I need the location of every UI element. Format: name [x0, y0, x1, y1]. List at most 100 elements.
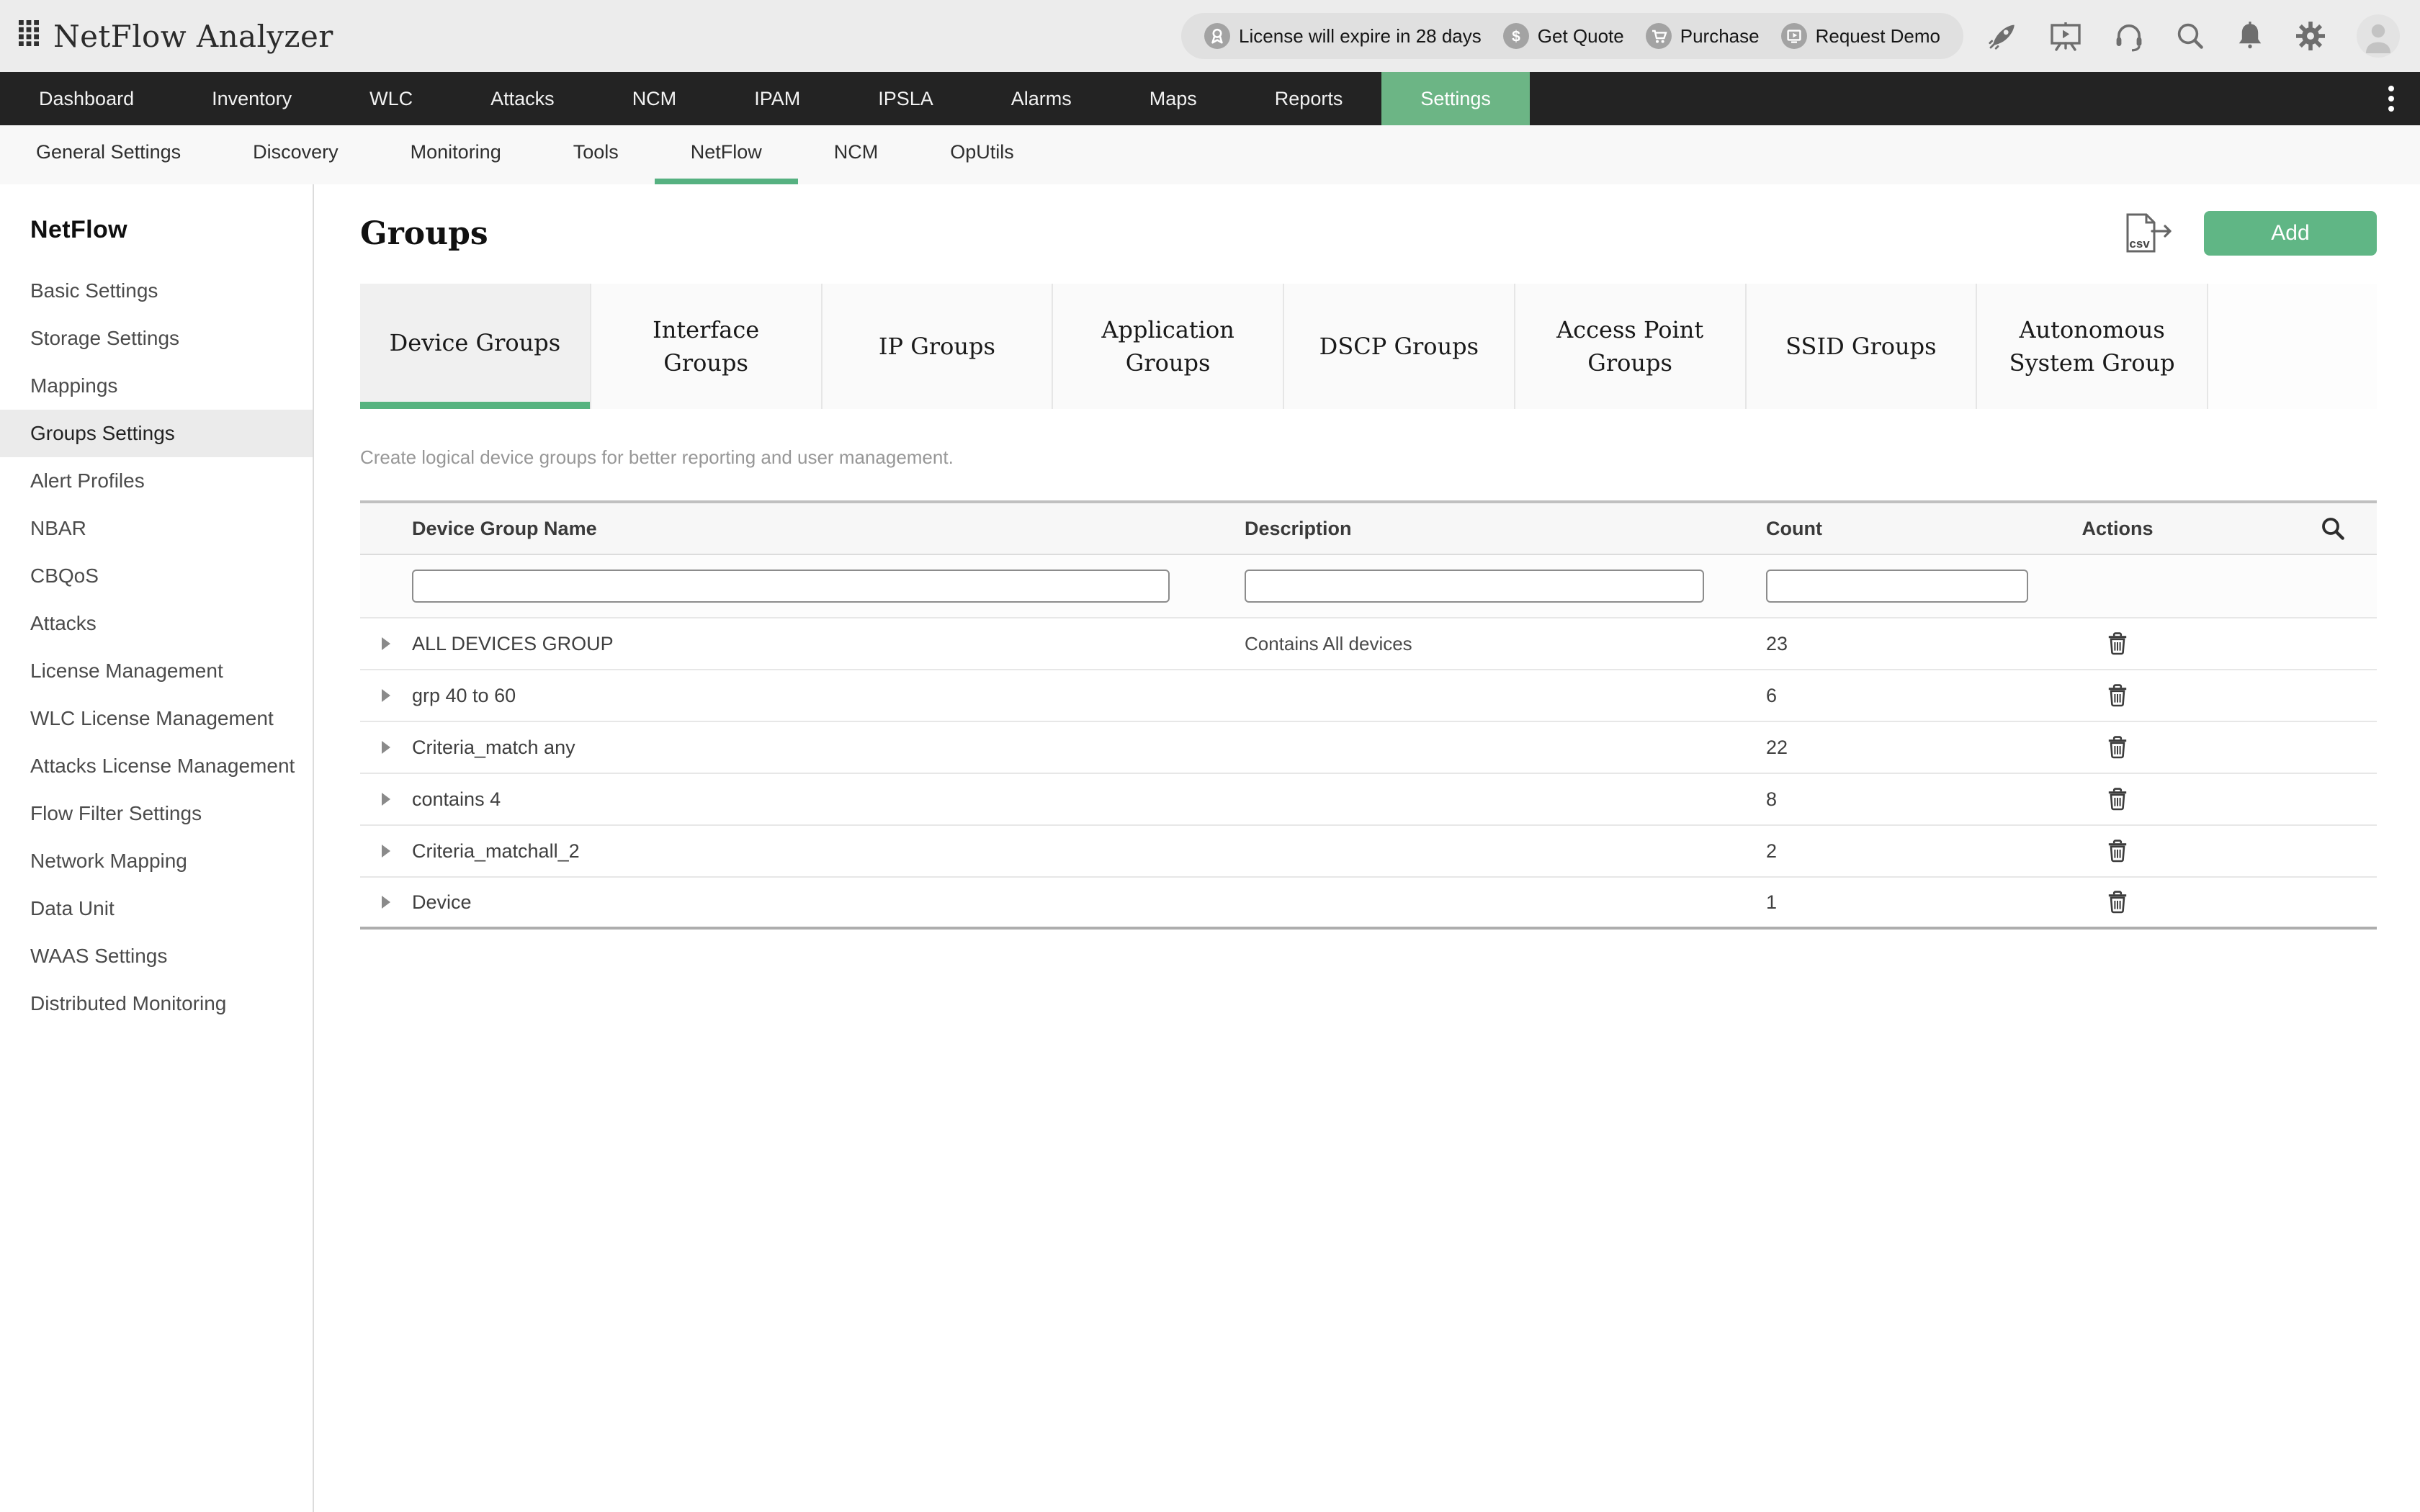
- tab-device-groups[interactable]: Device Groups: [360, 284, 590, 409]
- table-header-row: Device Group Name Description Count Acti…: [360, 503, 2377, 555]
- row-count: 2: [1766, 840, 1778, 862]
- table-row[interactable]: ALL DEVICES GROUP Contains All devices 2…: [360, 618, 2377, 670]
- row-count: 23: [1766, 632, 1788, 654]
- tab-ssid-groups[interactable]: SSID Groups: [1744, 284, 1976, 409]
- expand-arrow-icon[interactable]: [360, 845, 412, 858]
- sidebar-item-cbqos[interactable]: CBQoS: [30, 564, 99, 587]
- topbar: NetFlow Analyzer License will expire in …: [0, 0, 2420, 72]
- tab-autonomous-system-group[interactable]: Autonomous System Group: [1976, 284, 2207, 409]
- nav-item-ipsla[interactable]: IPSLA: [878, 87, 933, 109]
- row-count: 22: [1766, 736, 1788, 758]
- table-row[interactable]: Device 1: [360, 878, 2377, 930]
- license-pill: License will expire in 28 days $ Get Quo…: [1181, 13, 1963, 59]
- sidebar-item-nbar[interactable]: NBAR: [30, 517, 86, 539]
- nav-item-settings[interactable]: Settings: [1381, 72, 1530, 125]
- filter-description-input[interactable]: [1245, 570, 1704, 603]
- sidebar-heading: NetFlow: [30, 216, 128, 243]
- row-name: Device: [412, 891, 472, 913]
- subnav-netflow[interactable]: NetFlow: [654, 125, 798, 184]
- nav-item-reports[interactable]: Reports: [1274, 87, 1343, 109]
- subnav-discovery[interactable]: Discovery: [253, 140, 339, 163]
- sidebar-item-mappings[interactable]: Mappings: [30, 374, 118, 397]
- sidebar-item-alert-profiles[interactable]: Alert Profiles: [30, 469, 145, 492]
- row-name: Criteria_matchall_2: [412, 840, 580, 862]
- sidebar-item-data-unit[interactable]: Data Unit: [30, 897, 115, 919]
- logo-area: NetFlow Analyzer: [19, 19, 333, 54]
- subnav-oputils[interactable]: OpUtils: [950, 140, 1014, 163]
- row-count: 1: [1766, 891, 1778, 913]
- tab-dscp-groups[interactable]: DSCP Groups: [1283, 284, 1514, 409]
- bell-icon[interactable]: [2236, 20, 2264, 52]
- subnav-tools[interactable]: Tools: [573, 140, 619, 163]
- filter-count-input[interactable]: [1766, 570, 2028, 603]
- trash-icon[interactable]: [2002, 840, 2233, 863]
- expand-arrow-icon[interactable]: [360, 793, 412, 806]
- csv-export-icon[interactable]: csv: [2123, 212, 2172, 254]
- nav-item-ipam[interactable]: IPAM: [754, 87, 801, 109]
- nav-item-maps[interactable]: Maps: [1149, 87, 1197, 109]
- nav-item-dashboard[interactable]: Dashboard: [39, 87, 135, 109]
- trash-icon[interactable]: [2002, 684, 2233, 707]
- trash-icon[interactable]: [2002, 632, 2233, 655]
- sidebar-item-basic-settings[interactable]: Basic Settings: [30, 279, 158, 302]
- sidebar-item-groups-settings[interactable]: Groups Settings: [0, 410, 313, 457]
- license-expiry-notice[interactable]: License will expire in 28 days: [1204, 23, 1482, 49]
- filter-name-input[interactable]: [412, 570, 1170, 603]
- kebab-menu-icon[interactable]: [2362, 72, 2420, 125]
- sidebar-item-flow-filter-settings[interactable]: Flow Filter Settings: [30, 802, 202, 824]
- subnav-monitoring[interactable]: Monitoring: [410, 140, 501, 163]
- settings-sub-nav: General Settings Discovery Monitoring To…: [0, 125, 2420, 184]
- row-name: Criteria_match any: [412, 736, 575, 758]
- groups-content: Groups csv Add Device Groups Interface G…: [314, 184, 2420, 1512]
- tab-ip-groups[interactable]: IP Groups: [820, 284, 1052, 409]
- sidebar-item-attacks[interactable]: Attacks: [30, 612, 97, 634]
- apps-grid-icon[interactable]: [19, 20, 39, 52]
- nav-item-inventory[interactable]: Inventory: [212, 87, 292, 109]
- expand-arrow-icon[interactable]: [360, 689, 412, 702]
- sidebar-item-network-mapping[interactable]: Network Mapping: [30, 850, 187, 872]
- presentation-icon[interactable]: [2048, 20, 2083, 52]
- sidebar-item-distributed-monitoring[interactable]: Distributed Monitoring: [30, 992, 227, 1014]
- row-name: contains 4: [412, 788, 501, 810]
- purchase-link[interactable]: Purchase: [1645, 23, 1760, 49]
- request-demo-link[interactable]: Request Demo: [1780, 23, 1940, 49]
- trash-icon[interactable]: [2002, 891, 2233, 914]
- add-button[interactable]: Add: [2204, 211, 2377, 256]
- table-row[interactable]: contains 4 8: [360, 774, 2377, 826]
- subnav-general-settings[interactable]: General Settings: [36, 140, 182, 163]
- trash-icon[interactable]: [2002, 736, 2233, 759]
- row-count: 6: [1766, 684, 1778, 706]
- sidebar-item-wlc-license-management[interactable]: WLC License Management: [30, 707, 274, 729]
- headset-icon[interactable]: [2113, 20, 2145, 52]
- trash-icon[interactable]: [2002, 788, 2233, 811]
- table-search-icon[interactable]: [2233, 516, 2377, 541]
- subnav-ncm[interactable]: NCM: [833, 140, 879, 163]
- nav-item-ncm[interactable]: NCM: [632, 87, 677, 109]
- expand-arrow-icon[interactable]: [360, 637, 412, 650]
- search-icon[interactable]: [2175, 21, 2205, 51]
- sidebar-item-attacks-license-management[interactable]: Attacks License Management: [30, 755, 295, 777]
- nav-item-alarms[interactable]: Alarms: [1010, 87, 1072, 109]
- sidebar-item-waas-settings[interactable]: WAAS Settings: [30, 945, 168, 967]
- cart-icon: [1645, 23, 1672, 49]
- user-avatar[interactable]: [2357, 14, 2400, 58]
- expand-arrow-icon[interactable]: [360, 896, 412, 909]
- tab-access-point-groups[interactable]: Access Point Groups: [1513, 284, 1745, 409]
- rocket-icon[interactable]: [1986, 20, 2018, 52]
- row-description: Contains All devices: [1245, 632, 1412, 654]
- expand-arrow-icon[interactable]: [360, 741, 412, 754]
- tab-interface-groups[interactable]: Interface Groups: [589, 284, 821, 409]
- table-row[interactable]: Criteria_match any 22: [360, 722, 2377, 774]
- netflow-sidebar: NetFlow Basic Settings Storage Settings …: [0, 184, 314, 1512]
- table-row[interactable]: grp 40 to 60 6: [360, 670, 2377, 722]
- get-quote-link[interactable]: $ Get Quote: [1502, 23, 1624, 49]
- sidebar-item-license-management[interactable]: License Management: [30, 660, 223, 682]
- table-row[interactable]: Criteria_matchall_2 2: [360, 826, 2377, 878]
- nav-item-attacks[interactable]: Attacks: [490, 87, 555, 109]
- nav-item-wlc[interactable]: WLC: [369, 87, 413, 109]
- gear-icon[interactable]: [2295, 20, 2326, 52]
- sidebar-item-storage-settings[interactable]: Storage Settings: [30, 327, 180, 349]
- tab-application-groups[interactable]: Application Groups: [1052, 284, 1283, 409]
- svg-text:csv: csv: [2129, 237, 2150, 251]
- group-type-tabs: Device Groups Interface Groups IP Groups…: [360, 284, 2377, 409]
